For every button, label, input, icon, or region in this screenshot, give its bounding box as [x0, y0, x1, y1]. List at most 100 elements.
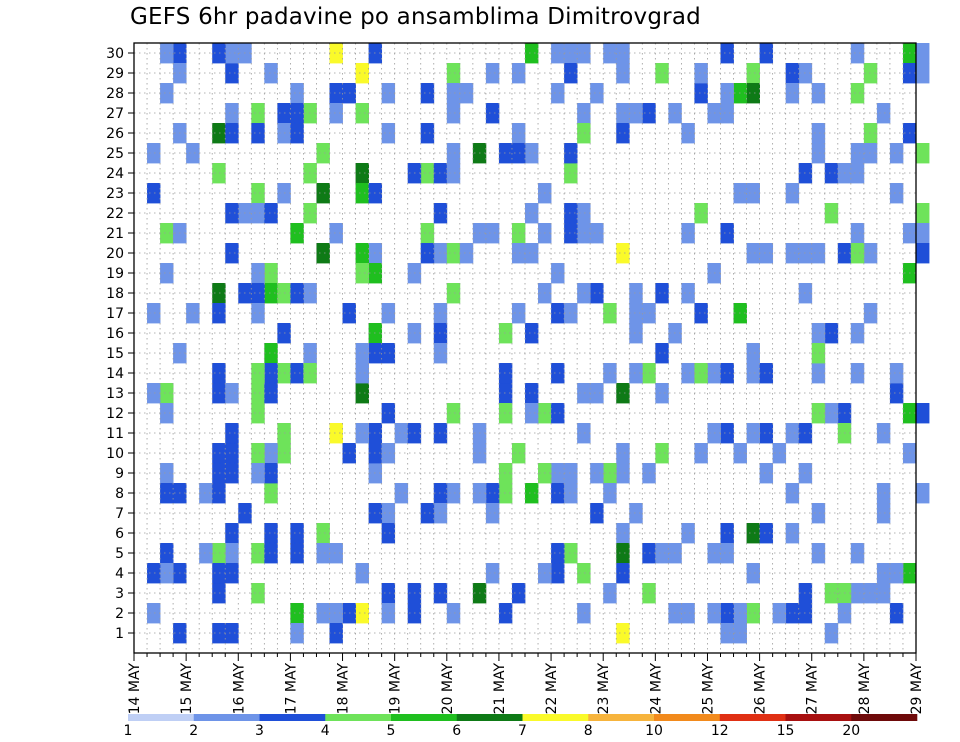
colorbar-swatch — [391, 714, 458, 721]
colorbar-swatch — [259, 714, 326, 721]
y-tick-label: 10 — [106, 446, 124, 462]
colorbar-swatch — [654, 714, 721, 721]
precip-cell — [160, 543, 174, 564]
colorbar-label: 4 — [321, 723, 330, 739]
y-tick-label: 2 — [115, 606, 124, 622]
precip-cell — [329, 423, 343, 444]
precip-cell — [811, 83, 826, 104]
precip-cell — [577, 223, 591, 244]
precip-cell — [394, 423, 409, 444]
precip-cell — [212, 383, 226, 404]
precip-cell — [329, 43, 343, 64]
precip-cell — [811, 323, 826, 344]
precip-cell — [811, 503, 826, 524]
precip-cell — [160, 83, 174, 104]
colorbar-swatch — [588, 714, 655, 721]
y-tick-label: 11 — [106, 426, 124, 442]
precip-cell — [564, 43, 578, 64]
precip-cell — [551, 83, 565, 104]
precip-cell — [212, 583, 226, 604]
precip-cell — [577, 283, 591, 304]
precip-cell — [446, 103, 461, 124]
precip-cell — [498, 403, 513, 424]
precip-cell — [355, 103, 369, 124]
precip-cell — [446, 83, 461, 104]
precip-cell — [251, 123, 265, 144]
precip-cell — [511, 243, 526, 264]
precip-cell — [290, 103, 304, 124]
x-tick-label: 22 MAY — [544, 663, 560, 715]
precip-cell — [850, 43, 865, 64]
precip-cell — [251, 463, 265, 484]
precip-cell — [759, 43, 774, 64]
precip-cell — [251, 263, 265, 284]
x-tick-label: 29 MAY — [909, 663, 925, 715]
precip-cell — [381, 523, 396, 544]
precip-cell — [577, 423, 591, 444]
precip-cell — [811, 123, 826, 144]
precip-cell — [616, 383, 630, 404]
precip-cell — [824, 623, 839, 644]
precip-cell — [525, 243, 539, 264]
precip-cell — [785, 243, 800, 264]
colorbar-swatch — [851, 714, 918, 721]
y-tick-label: 23 — [106, 186, 124, 202]
colorbar-label: 5 — [387, 723, 396, 739]
precip-cell — [212, 123, 226, 144]
colorbar-label: 7 — [518, 723, 527, 739]
precip-cell — [355, 63, 369, 84]
precip-cell — [525, 323, 539, 344]
precip-cell — [212, 443, 226, 464]
precip-cell — [251, 103, 265, 124]
precip-cell — [629, 103, 643, 124]
x-tick-label: 19 MAY — [388, 663, 404, 715]
precip-cell — [199, 483, 213, 504]
precip-cell — [264, 543, 278, 564]
precip-cell — [629, 283, 643, 304]
precip-cell — [551, 403, 565, 424]
precip-cell — [616, 543, 630, 564]
precip-cell — [355, 183, 369, 204]
precip-cell — [251, 383, 265, 404]
precip-cell — [889, 603, 904, 624]
precip-cell — [446, 483, 461, 504]
precip-cell — [525, 383, 539, 404]
precip-cell — [251, 183, 265, 204]
precip-cell — [225, 383, 239, 404]
precip-cell — [446, 283, 461, 304]
y-tick-label: 26 — [106, 126, 124, 142]
precip-cell — [420, 163, 435, 184]
precip-cell — [329, 623, 343, 644]
precip-cell — [316, 243, 330, 264]
precip-cell — [551, 303, 565, 324]
precip-cell — [459, 243, 474, 264]
precip-cell — [225, 623, 239, 644]
precip-cell — [551, 463, 565, 484]
precip-cell — [916, 403, 930, 424]
y-tick-label: 13 — [106, 386, 124, 402]
precip-cell — [225, 463, 239, 484]
colorbar-label: 12 — [711, 723, 729, 739]
precip-cell — [577, 603, 591, 624]
precip-cell — [876, 563, 891, 584]
precip-cell — [225, 443, 239, 464]
y-tick-label: 18 — [106, 286, 124, 302]
precip-cell — [264, 63, 278, 84]
y-tick-label: 14 — [106, 366, 124, 382]
y-tick-label: 25 — [106, 146, 124, 162]
precip-cell — [811, 363, 826, 384]
precip-cell — [720, 523, 734, 544]
precip-cell — [889, 363, 904, 384]
precip-cell — [564, 543, 578, 564]
precip-cell — [876, 103, 891, 124]
precip-cell — [264, 383, 278, 404]
precip-cell — [498, 483, 513, 504]
precip-cell — [916, 223, 930, 244]
precip-cell — [225, 203, 239, 224]
precip-cell — [511, 223, 526, 244]
precip-cell — [290, 223, 304, 244]
y-tick-label: 27 — [106, 106, 124, 122]
precip-cell — [785, 63, 800, 84]
colorbar-swatch — [785, 714, 852, 721]
